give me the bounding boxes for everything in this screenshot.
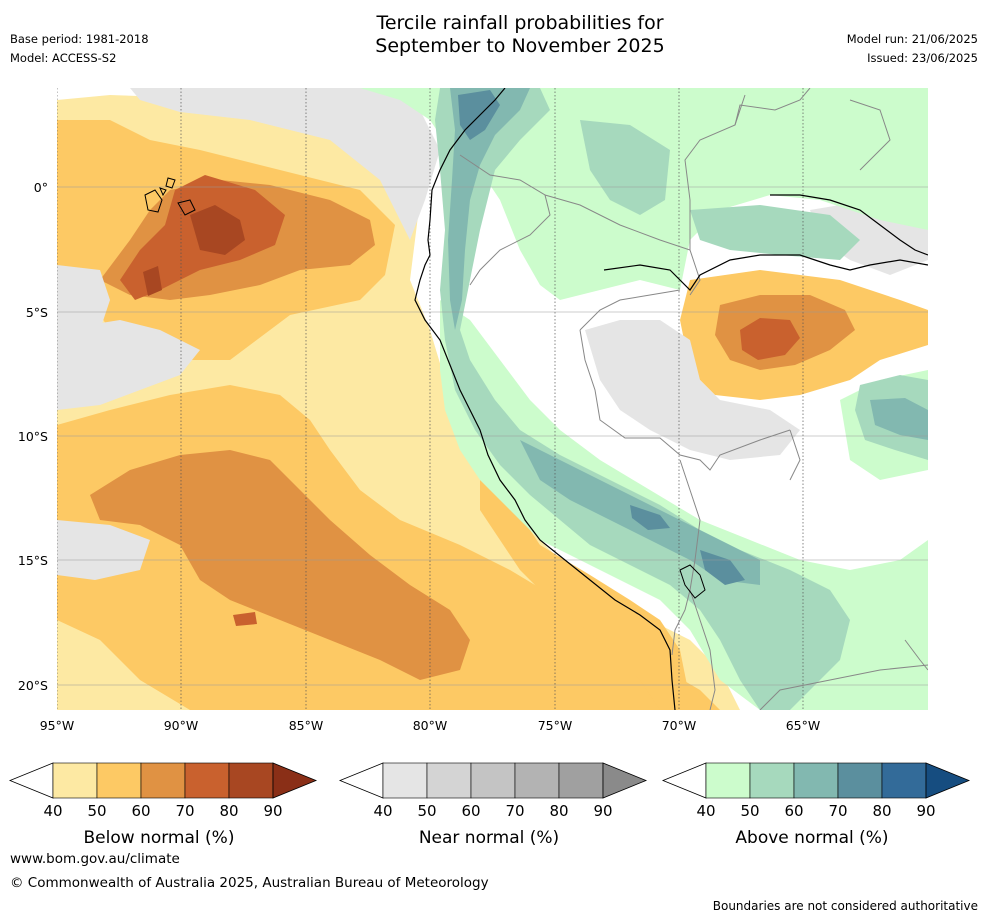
colorbar-above-segment bbox=[749, 762, 795, 799]
lat-label-0: 0° bbox=[34, 180, 48, 195]
colorbar-near-title: Near normal (%) bbox=[419, 828, 559, 848]
above-normal-60-region bbox=[448, 88, 530, 330]
lat-label-15s: 15°S bbox=[18, 553, 48, 568]
model-run: Model run: 21/06/2025 bbox=[846, 32, 978, 46]
above-normal-60-east bbox=[870, 398, 928, 440]
above-normal-70-coast-2 bbox=[630, 505, 670, 530]
colorbar-above-title: Above normal (%) bbox=[735, 828, 888, 848]
lon-label-85w: 85°W bbox=[289, 718, 324, 733]
model-name: Model: ACCESS-S2 bbox=[10, 51, 117, 65]
lat-label-10s: 10°S bbox=[18, 429, 48, 444]
colorbar-near-segment bbox=[382, 762, 428, 799]
colorbar-above-tick: 60 bbox=[784, 802, 803, 820]
colorbar-near-tick: 80 bbox=[549, 802, 568, 820]
colorbar-near-tick: 90 bbox=[593, 802, 612, 820]
colorbar-above-tick: 50 bbox=[740, 802, 759, 820]
colorbar-above-tick: 40 bbox=[696, 802, 715, 820]
colorbar-below-tick: 50 bbox=[87, 802, 106, 820]
above-normal-70-coast bbox=[700, 550, 745, 585]
above-normal-70-region bbox=[458, 90, 500, 140]
colorbar-above-segment bbox=[837, 762, 883, 799]
colorbar-above-segment bbox=[881, 762, 927, 799]
colorbar-below-title: Below normal (%) bbox=[84, 828, 235, 848]
colorbar-near-tick: 40 bbox=[373, 802, 392, 820]
colorbar-near-normal: 40 50 60 70 80 90 Near normal (%) bbox=[338, 762, 648, 848]
colorbar-below-high-extend bbox=[272, 762, 318, 799]
near-normal-40-west-2 bbox=[57, 320, 200, 410]
near-normal-40-north bbox=[130, 88, 440, 240]
colorbar-below-segment bbox=[228, 762, 274, 799]
lon-label-90w: 90°W bbox=[164, 718, 199, 733]
colorbar-above-low-extend bbox=[661, 762, 707, 799]
below-normal-80-patch bbox=[143, 266, 162, 296]
below-normal-50-coast bbox=[480, 480, 690, 710]
meta-left: Base period: 1981-2018 Model: ACCESS-S2 bbox=[10, 30, 149, 68]
colorbar-above-high-extend bbox=[925, 762, 971, 799]
below-normal-70-interior bbox=[740, 318, 800, 360]
colorbar-below-segment bbox=[184, 762, 230, 799]
colorbar-below-tick: 90 bbox=[263, 802, 282, 820]
colorbars-legend: 40 50 60 70 80 90 Below normal (%) 40 50 60 70 80 90… bbox=[8, 762, 971, 848]
footer-disclaimer: Boundaries are not considered authoritat… bbox=[712, 899, 978, 913]
graticule bbox=[57, 88, 804, 710]
below-normal-80-region bbox=[190, 205, 245, 255]
colorbar-near-high-extend bbox=[602, 762, 648, 799]
meta-right: Model run: 21/06/2025 Issued: 23/06/2025 bbox=[847, 30, 978, 68]
colorbar-below-low-extend bbox=[8, 762, 54, 799]
colorbar-above-tick: 70 bbox=[828, 802, 847, 820]
lon-label-65w: 65°W bbox=[786, 718, 821, 733]
colorbar-below-segment bbox=[140, 762, 186, 799]
lat-label-5s: 5°S bbox=[26, 305, 48, 320]
map-panel[interactable] bbox=[57, 88, 928, 710]
near-normal-40-interior bbox=[585, 320, 800, 460]
colorbar-near-segment bbox=[470, 762, 516, 799]
colorbar-above-segment bbox=[793, 762, 839, 799]
country-borders bbox=[459, 88, 928, 710]
colorbar-near-tick: 60 bbox=[461, 802, 480, 820]
lon-label-95w: 95°W bbox=[40, 718, 75, 733]
colorbar-near-tick: 70 bbox=[505, 802, 524, 820]
colorbar-below-tick: 80 bbox=[219, 802, 238, 820]
above-normal-50-east bbox=[690, 205, 860, 260]
colorbar-below-segment bbox=[96, 762, 142, 799]
colorbar-below-segment bbox=[52, 762, 98, 799]
colorbar-above-tick: 80 bbox=[872, 802, 891, 820]
colorbar-near-segment bbox=[426, 762, 472, 799]
base-period: Base period: 1981-2018 bbox=[10, 32, 149, 46]
lat-label-20s: 20°S bbox=[18, 678, 48, 693]
colorbar-near-segment bbox=[514, 762, 560, 799]
colorbar-near-tick: 50 bbox=[417, 802, 436, 820]
galapagos-islands bbox=[144, 177, 196, 216]
colorbar-below-tick: 40 bbox=[43, 802, 62, 820]
lon-label-75w: 75°W bbox=[538, 718, 573, 733]
colorbar-above-tick: 90 bbox=[916, 802, 935, 820]
lat-gridlines bbox=[57, 186, 928, 686]
below-normal-70-south-patch bbox=[233, 612, 257, 626]
near-normal-40-west bbox=[57, 265, 110, 335]
lon-axis-labels: 95°W 90°W 85°W 80°W 75°W 70°W 65°W bbox=[40, 718, 821, 733]
footer-copyright: © Commonwealth of Australia 2025, Austra… bbox=[10, 875, 489, 891]
colorbar-below-tick: 60 bbox=[131, 802, 150, 820]
near-normal-40-southwest bbox=[57, 520, 150, 580]
title-line-2: September to November 2025 bbox=[375, 35, 665, 57]
lon-label-80w: 80°W bbox=[413, 718, 448, 733]
colorbar-below-normal: 40 50 60 70 80 90 Below normal (%) bbox=[8, 762, 318, 848]
colorbar-above-normal: 40 50 60 70 80 90 Above normal (%) bbox=[661, 762, 971, 848]
colorbar-near-low-extend bbox=[338, 762, 384, 799]
colorbar-above-segment bbox=[705, 762, 751, 799]
lon-label-70w: 70°W bbox=[662, 718, 697, 733]
coastline bbox=[414, 88, 928, 710]
lat-axis-labels: 0° 5°S 10°S 15°S 20°S bbox=[18, 180, 48, 693]
colorbar-near-segment bbox=[558, 762, 604, 799]
title-line-1: Tercile rainfall probabilities for bbox=[376, 12, 664, 34]
above-normal-50-north-east bbox=[580, 120, 670, 215]
colorbar-below-tick: 70 bbox=[175, 802, 194, 820]
issued-date: Issued: 23/06/2025 bbox=[867, 51, 978, 65]
map-title: Tercile rainfall probabilities for Septe… bbox=[0, 12, 988, 58]
below-normal-60-south bbox=[90, 450, 470, 680]
lake-titicaca bbox=[679, 564, 706, 599]
footer-url[interactable]: www.bom.gov.au/climate bbox=[10, 851, 180, 867]
